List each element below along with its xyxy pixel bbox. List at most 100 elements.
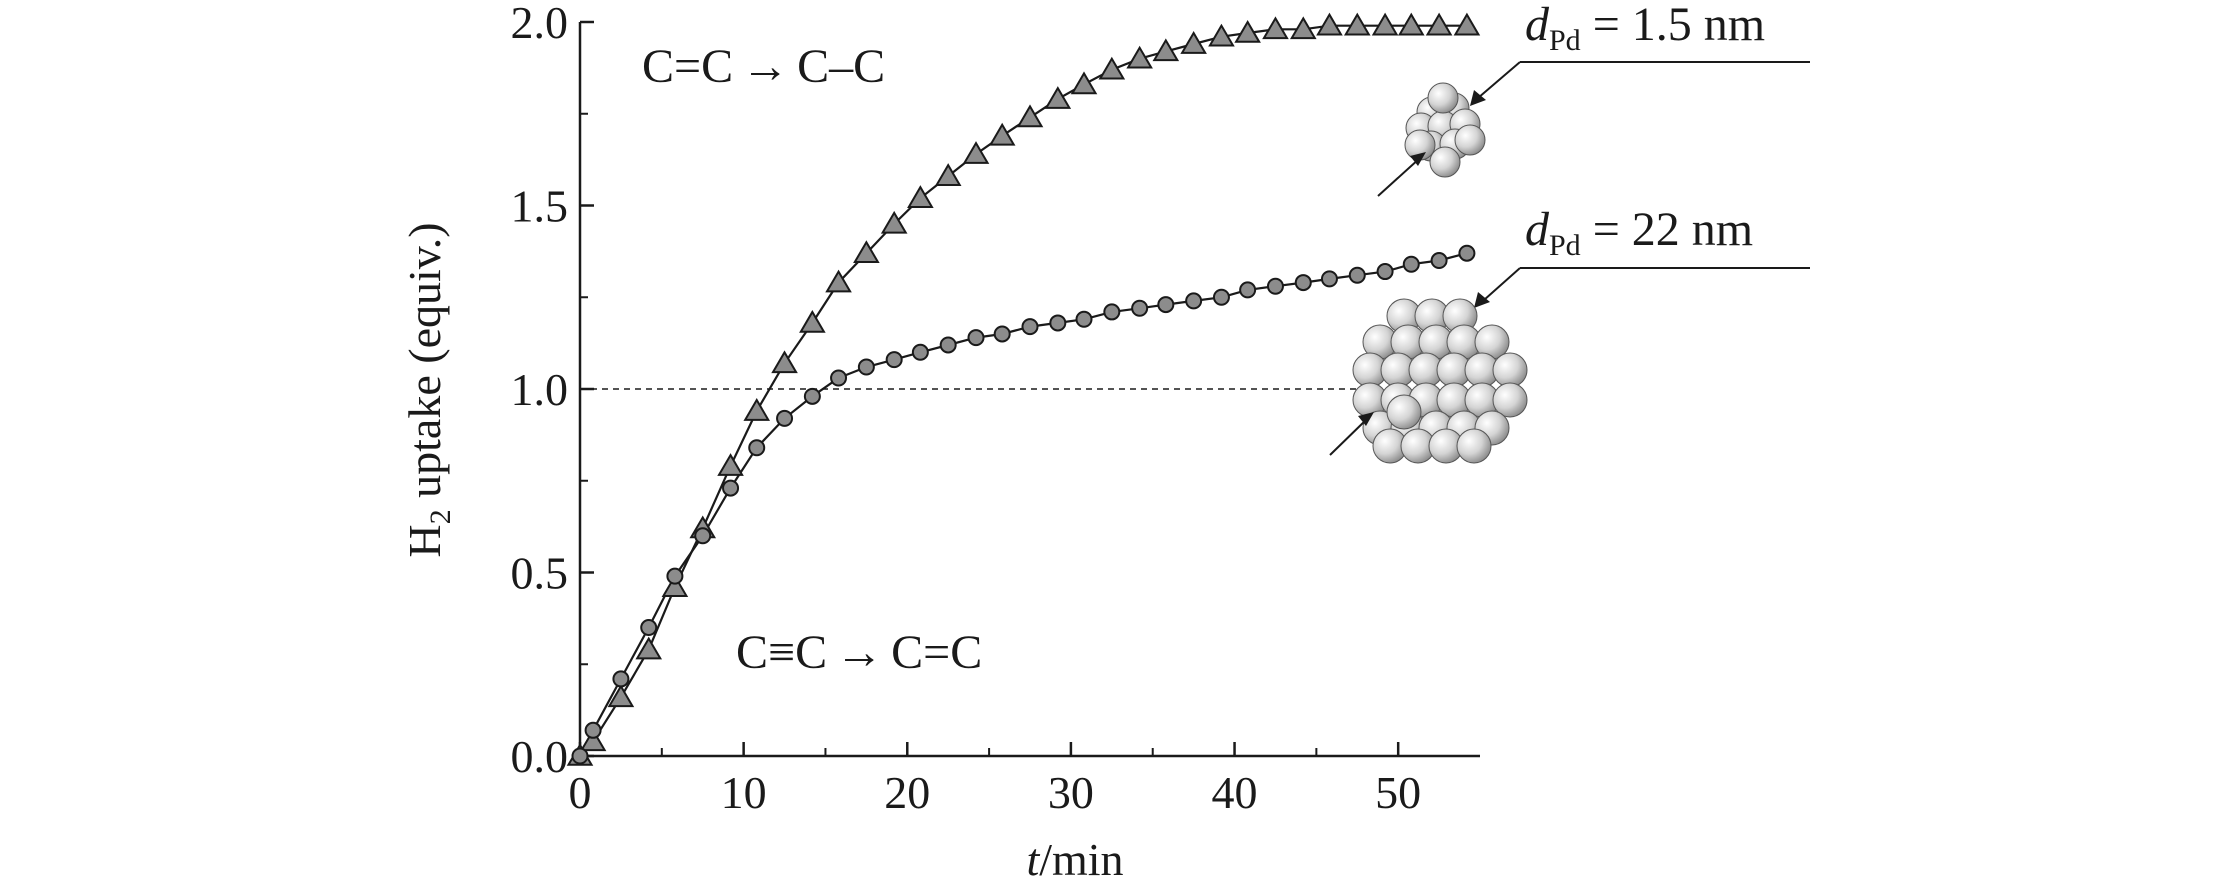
circle-marker [571, 747, 589, 765]
triangle-marker [853, 240, 880, 264]
x-tick-label: 40 [1212, 767, 1258, 818]
y-axis-title-rest: uptake (equiv.) [399, 222, 450, 509]
triangle-marker [880, 210, 908, 234]
triangle-marker [635, 636, 663, 660]
circle-marker [857, 358, 875, 376]
triangle-marker [717, 453, 744, 476]
circle-marker [722, 479, 740, 497]
x-tick-label: 50 [1375, 767, 1421, 818]
triangle-marker [771, 350, 798, 374]
triangle-marker [1126, 45, 1153, 69]
triangle-marker [1180, 31, 1207, 54]
series-lines [579, 24, 1468, 757]
pointer-line-large [1483, 267, 1521, 301]
triangle-marker [1425, 12, 1453, 36]
x-axis-title-unit: /min [1039, 834, 1123, 885]
triangle-marker [1453, 12, 1481, 36]
small-cluster-arrow [1377, 157, 1421, 197]
triangle-marker [607, 684, 635, 708]
triangle-marker [934, 163, 962, 186]
triangle-marker [988, 122, 1016, 146]
x-tick-label: 0 [569, 767, 592, 818]
pointer-line-small [1477, 61, 1521, 99]
circle-marker [1103, 303, 1121, 321]
large-cluster-arrow [1329, 417, 1369, 456]
triangle-marker [1289, 16, 1317, 40]
y-axis-title-main: H [399, 524, 450, 557]
circle-marker [911, 343, 929, 361]
circle-marker [967, 329, 985, 347]
legend-small-rest: = 1.5 nm [1581, 0, 1765, 51]
y-tick-label: 0.5 [511, 548, 569, 599]
small-cluster-arrowhead [1410, 152, 1426, 166]
triangle-marker [1343, 12, 1371, 36]
circle-marker [640, 619, 658, 637]
triangle-marker [799, 309, 826, 333]
circle-marker [1348, 266, 1366, 284]
annotation-bottom-right: C=C [891, 626, 982, 679]
x-tick-label: 30 [1048, 767, 1094, 818]
triangle-marker [1208, 23, 1235, 47]
x-tick-label: 10 [721, 767, 767, 818]
triangle-marker [962, 141, 990, 164]
circle-marker [1320, 270, 1338, 288]
y-tick-label: 1.0 [511, 364, 569, 415]
pointer-arrowhead-large [1474, 292, 1490, 308]
circle-marker [694, 527, 712, 545]
sphere [1456, 428, 1492, 464]
circle-marker [1239, 281, 1257, 299]
series-markers [566, 12, 1481, 766]
triangle-marker [825, 269, 852, 293]
legend-large-rest: = 22 nm [1581, 203, 1753, 256]
circle-marker [1266, 277, 1284, 295]
triangle-marker [743, 398, 771, 421]
y-axis-title: H2 uptake (equiv.) [399, 222, 457, 557]
annotation-bottom-left: C≡C [736, 626, 827, 679]
circle-marker [1185, 292, 1203, 310]
legend-label-small-particle: dPd = 1.5 nm [1525, 0, 1765, 57]
circle-marker [939, 336, 957, 354]
circle-marker [1402, 255, 1420, 273]
circle-marker [1430, 252, 1448, 270]
legend-large-sub: Pd [1549, 229, 1581, 262]
x-axis-title-var: t [1026, 834, 1040, 885]
circle-marker [584, 721, 602, 739]
triangle-marker [1371, 12, 1399, 36]
sphere [1429, 146, 1461, 178]
triangle-marker [579, 728, 607, 752]
series-line-small-particle [579, 24, 1467, 757]
large-cluster-arrowhead [1358, 412, 1374, 426]
circle-marker [776, 409, 794, 427]
annotation-alkyne-to-alkene: C≡C → C=C [736, 626, 982, 679]
circle-marker [666, 567, 684, 585]
triangle-marker [1070, 71, 1098, 95]
annotation-top-right: C–C [797, 40, 885, 93]
triangle-marker [1316, 12, 1343, 36]
y-tick-label: 1.5 [511, 181, 569, 232]
circle-marker [748, 439, 766, 457]
circle-marker [1294, 274, 1312, 292]
plot-axes: 0 10 20 30 40 50 0.0 0.5 1.0 1.5 2.0 [511, 0, 1480, 818]
sphere [1386, 394, 1422, 430]
pointer-arrowhead-small [1470, 90, 1486, 106]
y-tick-label: 2.0 [511, 0, 569, 48]
triangle-marker [1262, 16, 1289, 40]
sphere [1454, 124, 1486, 156]
annotation-top-arrow: → [741, 40, 789, 93]
triangle-marker [1044, 86, 1072, 109]
large-particle-cluster-icon [1352, 298, 1528, 464]
circle-marker [993, 325, 1011, 343]
circle-marker [1131, 299, 1149, 317]
circle-marker [1157, 296, 1175, 314]
y-axis-title-sub: 2 [424, 509, 457, 524]
x-tick-label: 20 [884, 767, 930, 818]
triangle-marker [661, 574, 689, 597]
circle-marker [1049, 314, 1067, 332]
small-particle-cluster-icon [1404, 82, 1486, 178]
circle-marker [803, 387, 821, 405]
circle-marker [1376, 263, 1394, 281]
triangle-marker [1016, 104, 1044, 128]
legend-small-var: d [1525, 0, 1550, 51]
sphere [1427, 82, 1459, 114]
